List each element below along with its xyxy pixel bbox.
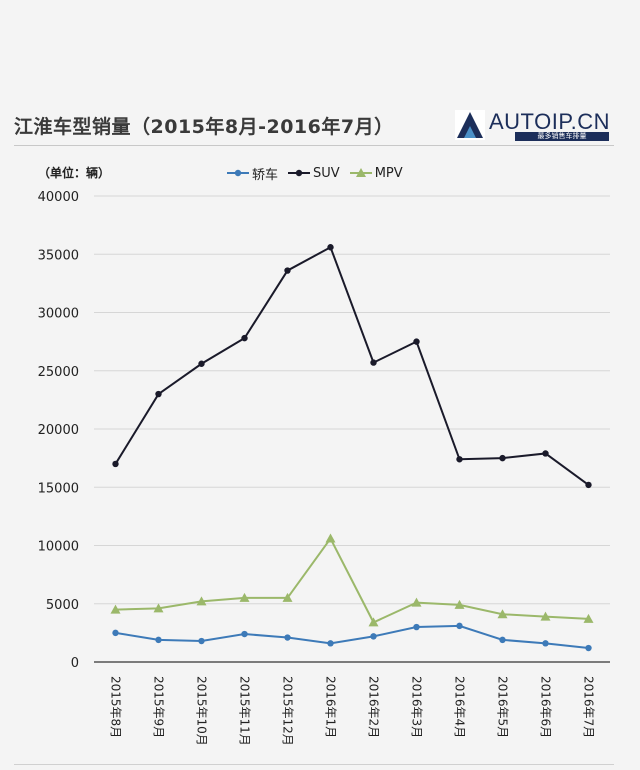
x-tick-label: 2016年7月 [582,676,596,738]
y-tick-label: 20000 [38,423,79,438]
x-tick-label: 2016年5月 [496,676,510,738]
series-2-point [454,599,465,609]
y-tick-label: 5000 [46,598,79,613]
series-1-point [112,460,119,468]
series-0-point [456,622,463,630]
x-tick-label: 2016年1月 [324,676,338,738]
series-0-point [370,633,377,640]
x-tick-label: 2016年6月 [539,676,553,738]
series-1-point [284,267,291,274]
series-2-point [325,533,336,543]
series-2-point [583,613,594,623]
series-0-point [112,629,119,637]
legend-swatch-icon [288,169,311,177]
series-1-point [198,360,205,367]
series-1-point [499,454,506,462]
y-tick-label: 25000 [38,365,79,380]
series-1-point [370,359,377,366]
x-tick-label: 2015年12月 [281,676,295,746]
y-tick-label: 40000 [38,190,79,205]
legend-swatch-icon [349,168,372,177]
legend-label: MPV [374,165,403,181]
series-2-point [540,611,551,621]
chart-title: 江淮车型销量（2015年8月-2016年7月） [14,116,394,138]
series-2-point [239,592,250,602]
legend-label: SUV [313,165,340,181]
series-2-point [368,617,379,627]
x-tick-label: 2016年3月 [410,676,424,738]
series-line-1 [114,245,590,486]
y-tick-label: 10000 [38,540,79,555]
x-tick-label: 2015年8月 [109,676,123,738]
series-0-point [284,634,291,641]
series-0-point [542,640,549,647]
x-tick-label: 2015年11月 [238,676,252,746]
series-0-point [155,636,162,644]
bottom-divider [14,764,614,765]
series-1-point [456,456,463,463]
series-2-point [411,597,422,607]
logo-text: AUTOIP.CN [489,109,611,134]
y-tick-label: 30000 [38,307,79,322]
series-2-point [196,596,207,606]
series-0-point [585,644,592,652]
series-2-point [497,609,508,619]
series-line-0 [115,624,589,650]
legend-item-1: SUV [288,166,340,181]
legend-item-0: 轿车 [227,164,278,183]
autoip-logo: AUTOIP.CN 最多销售车排量 [455,108,615,144]
legend-swatch-icon [227,169,249,177]
x-tick-label: 2016年4月 [453,676,467,738]
y-tick-label: 35000 [38,248,79,263]
series-2-point [110,604,121,614]
series-0-point [327,640,334,647]
x-tick-label: 2015年10月 [195,676,209,746]
series-1-point [542,450,549,457]
logo-mountain-icon [455,110,485,140]
series-1-point [327,244,334,251]
series-0-point [198,637,205,645]
series-2-point [153,603,164,613]
series-line-2 [115,536,589,624]
series-0-point [241,630,248,638]
series-1-point [585,481,592,489]
chart-legend: 轿车 SUV MPV [227,163,413,183]
y-tick-label: 15000 [38,481,79,496]
series-0-point [413,623,420,631]
series-1-point [413,338,420,345]
logo-subtitle: 最多销售车排量 [515,132,609,141]
series-1-point [155,390,162,398]
series-1-point [241,334,248,342]
title-divider [14,145,614,146]
x-tick-label: 2016年2月 [367,676,381,738]
legend-item-2: MPV [349,165,403,181]
x-tick-label: 2015年9月 [152,676,166,738]
series-2-point [282,592,293,602]
y-tick-label: 0 [71,656,79,671]
legend-label: 轿车 [252,167,279,183]
unit-label: （单位：辆） [38,166,111,180]
series-0-point [499,636,506,644]
